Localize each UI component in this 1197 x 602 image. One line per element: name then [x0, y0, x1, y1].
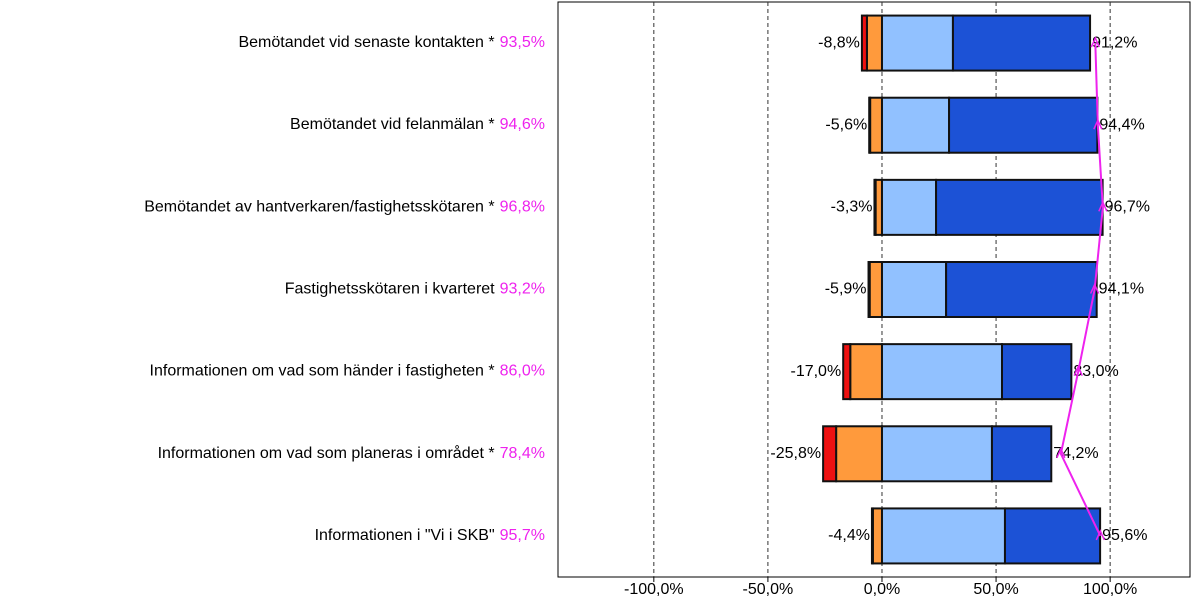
bar-segment	[880, 343, 1003, 401]
bar-segment	[869, 96, 883, 154]
bar-segment	[867, 261, 871, 318]
bar-segment	[842, 343, 852, 401]
negative-total-label: -5,9%	[825, 281, 867, 298]
category-label: Bemötandet vid felanmälan * 94,6%	[290, 116, 545, 133]
bar-segment	[849, 343, 883, 401]
x-tick-label: 100,0%	[1083, 581, 1137, 598]
category-label: Informationen om vad som planeras i områ…	[158, 444, 545, 462]
bar-segment	[880, 261, 948, 318]
positive-total-label: 95,6%	[1102, 527, 1147, 544]
index-label: 78,4%	[500, 445, 545, 462]
index-line	[1059, 43, 1104, 537]
x-tick-label: 0,0%	[864, 581, 900, 598]
index-label: 93,2%	[500, 281, 545, 298]
category-name: Informationen om vad som planeras i områ…	[158, 444, 495, 462]
plot-area	[557, 1, 1191, 578]
positive-total-label: 96,7%	[1105, 199, 1150, 216]
index-marker	[1090, 36, 1100, 48]
bar-segment	[880, 178, 938, 236]
positive-total-label: 94,1%	[1099, 281, 1144, 298]
bar-segment	[990, 425, 1053, 483]
negative-total-label: -3,3%	[831, 199, 873, 216]
category-label: Bemötandet vid senaste kontakten * 93,5%	[238, 34, 545, 51]
bar-segment	[835, 425, 883, 483]
index-marker	[1073, 364, 1083, 376]
x-tick-label: -100,0%	[624, 581, 684, 598]
bar-segment	[865, 14, 883, 72]
bar-segment	[880, 425, 993, 483]
bar-segment	[868, 96, 872, 154]
category-name: Bemötandet vid felanmälan *	[290, 116, 495, 133]
category-name: Informationen i "Vi i SKB"	[315, 527, 495, 544]
positive-total-label: 91,2%	[1092, 34, 1137, 51]
category-label: Informationen i "Vi i SKB" 95,7%	[315, 527, 545, 544]
index-label: 96,8%	[500, 199, 545, 216]
index-marker	[1098, 200, 1108, 212]
index-marker	[1095, 529, 1106, 541]
bar-segment	[935, 178, 1104, 236]
category-label: Informationen om vad som händer i fastig…	[150, 363, 545, 380]
index-label: 86,0%	[500, 363, 545, 380]
negative-total-label: -5,6%	[825, 116, 867, 133]
index-marker	[1056, 446, 1066, 459]
x-tick-label: -50,0%	[743, 581, 794, 598]
bar-segment	[868, 261, 883, 318]
bar-segment	[873, 178, 877, 236]
category-name: Informationen om vad som händer i fastig…	[150, 363, 495, 380]
bar-segment	[860, 14, 868, 72]
bar-segment	[1000, 343, 1073, 401]
bar-segment	[870, 507, 874, 565]
bar-segment	[951, 14, 1092, 72]
negative-total-label: -4,4%	[828, 527, 870, 544]
negative-total-label: -17,0%	[790, 363, 841, 380]
bar-segment	[871, 507, 883, 565]
bar-segment	[948, 96, 1099, 154]
positive-total-label: 83,0%	[1073, 363, 1118, 380]
index-label: 94,6%	[500, 116, 545, 133]
negative-total-label: -8,8%	[818, 34, 860, 51]
bar-segment	[945, 261, 1098, 318]
bar-segment	[880, 14, 954, 72]
index-label: 93,5%	[500, 34, 545, 51]
positive-total-label: 94,4%	[1099, 116, 1144, 133]
bar-segment	[880, 507, 1006, 565]
x-tick-label: 50,0%	[973, 581, 1018, 598]
bar-segment	[880, 96, 951, 154]
index-marker	[1093, 118, 1103, 130]
category-name: Fastighetsskötaren i kvarteret	[285, 281, 495, 298]
category-label: Bemötandet av hantverkaren/fastighetsskö…	[144, 199, 545, 216]
bar-segment	[822, 425, 838, 483]
index-label: 95,7%	[500, 527, 545, 544]
bar-segment	[1003, 507, 1102, 565]
category-label: Fastighetsskötaren i kvarteret 93,2%	[285, 281, 545, 298]
negative-total-label: -25,8%	[770, 445, 821, 462]
index-marker	[1089, 282, 1100, 294]
category-name: Bemötandet vid senaste kontakten *	[238, 34, 494, 51]
category-name: Bemötandet av hantverkaren/fastighetsskö…	[144, 199, 494, 216]
